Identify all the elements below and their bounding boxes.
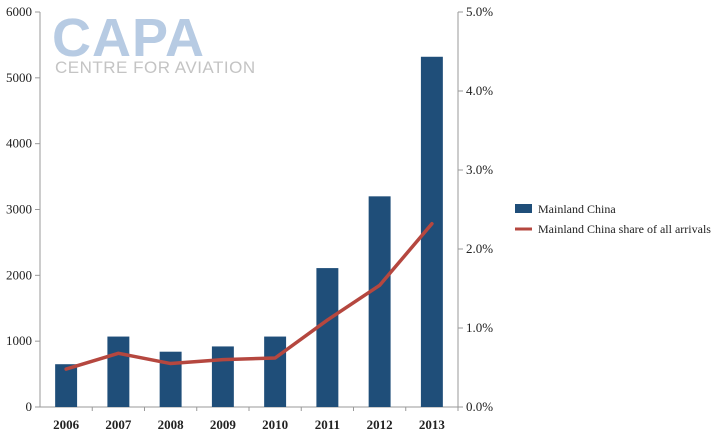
y-tick-label-right: 0.0% xyxy=(466,399,493,414)
y-tick-label-right: 2.0% xyxy=(466,241,493,256)
bar xyxy=(420,56,443,408)
watermark-main-text: CAPA xyxy=(52,8,205,68)
bar xyxy=(368,196,391,407)
bar xyxy=(107,336,130,407)
bar xyxy=(211,346,234,407)
bar xyxy=(264,336,287,407)
bar xyxy=(159,351,182,407)
series-line xyxy=(64,221,434,371)
y-tick-label-right: 4.0% xyxy=(466,83,493,98)
x-tick-label: 2010 xyxy=(262,417,288,432)
y-tick-label-left: 3000 xyxy=(6,202,32,217)
y-tick-label-right: 1.0% xyxy=(466,320,493,335)
x-tick-label: 2013 xyxy=(419,417,446,432)
y-tick-label-right: 5.0% xyxy=(466,4,493,19)
line-series xyxy=(64,221,434,371)
bar xyxy=(55,364,78,407)
legend-label-bar: Mainland China xyxy=(538,202,616,216)
watermark-sub-text: CENTRE FOR AVIATION xyxy=(55,58,256,77)
legend-label-line: Mainland China share of all arrivals xyxy=(538,222,711,236)
capa-watermark-logo: CAPA CENTRE FOR AVIATION xyxy=(52,8,256,77)
x-tick-label: 2007 xyxy=(105,417,132,432)
y-tick-label-left: 2000 xyxy=(6,267,32,282)
y-tick-label-left: 1000 xyxy=(6,333,32,348)
y-tick-label-left: 0 xyxy=(26,399,33,414)
x-tick-label: 2012 xyxy=(367,417,393,432)
y-tick-label-left: 4000 xyxy=(6,136,32,151)
x-tick-label: 2009 xyxy=(210,417,237,432)
legend-swatch-bar xyxy=(515,204,532,213)
y-tick-label-left: 5000 xyxy=(6,70,32,85)
y-tick-label-left: 6000 xyxy=(6,4,32,19)
legend: Mainland China Mainland China share of a… xyxy=(515,202,711,236)
x-tick-label: 2006 xyxy=(53,417,80,432)
y-tick-label-right: 3.0% xyxy=(466,162,493,177)
x-tick-label: 2008 xyxy=(158,417,185,432)
x-tick-label: 2011 xyxy=(315,417,340,432)
bar xyxy=(316,268,339,407)
